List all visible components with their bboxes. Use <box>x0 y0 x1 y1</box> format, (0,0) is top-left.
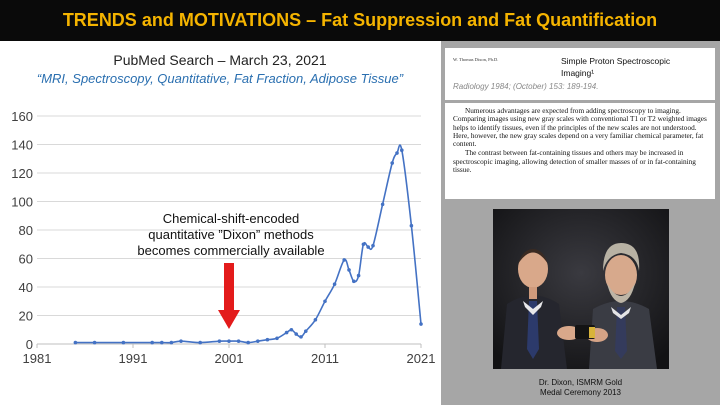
x-tick-label: 2011 <box>311 351 339 366</box>
data-point <box>92 340 97 345</box>
y-tick-label: 160 <box>11 109 33 124</box>
x-tick-label: 1981 <box>23 351 52 366</box>
photo-caption: Dr. Dixon, ISMRM Gold Medal Ceremony 201… <box>441 378 720 398</box>
y-tick-label: 100 <box>11 195 33 210</box>
y-axis-ticks: 0 20 40 60 80 100 120 140 160 <box>11 109 33 352</box>
data-point <box>347 268 351 272</box>
annotation-line: quantitative ”Dixon” methods <box>148 227 314 242</box>
ceremony-photo <box>493 209 669 369</box>
data-point <box>304 329 308 333</box>
data-point <box>395 151 399 155</box>
caption-line: Dr. Dixon, ISMRM Gold <box>538 378 623 387</box>
publications-chart: 0 20 40 60 80 100 120 140 160 1981 1991 2001 2011 20… <box>11 109 436 366</box>
data-point <box>160 340 164 345</box>
slide-title-bar: TRENDS and MOTIVATIONS – Fat Suppression… <box>0 0 720 41</box>
x-axis-ticks: 1981 1991 2001 2011 2021 <box>23 344 436 366</box>
paper-title: Simple Proton Spectroscopic Imaging¹ <box>561 55 711 79</box>
data-point <box>323 299 327 304</box>
data-point <box>332 282 337 286</box>
caption-line: Medal Ceremony 2013 <box>540 388 621 397</box>
data-point <box>361 242 366 247</box>
paper-abstract: Numerous advantages are expected from ad… <box>445 103 715 199</box>
paper-title-line: Simple Proton Spectroscopic <box>561 56 671 66</box>
y-tick-label: 20 <box>19 309 33 324</box>
red-down-arrow <box>218 263 240 329</box>
data-point <box>390 161 395 165</box>
x-tick-label: 2001 <box>215 351 244 366</box>
x-tick-label: 2021 <box>407 351 436 366</box>
data-point <box>217 339 222 343</box>
data-point <box>313 317 318 322</box>
ceremony-photo-illustration <box>493 209 669 369</box>
search-terms: “MRI, Spectroscopy, Quantitative, Fat Fr… <box>36 71 404 86</box>
data-point <box>169 340 174 345</box>
data-point <box>275 336 279 341</box>
data-point <box>284 330 289 335</box>
data-point <box>380 202 385 207</box>
data-point <box>246 340 250 345</box>
annotation-line: Chemical-shift-encoded <box>163 211 300 226</box>
abstract-paragraph: Numerous advantages are expected from ad… <box>453 106 707 149</box>
data-point <box>121 340 126 345</box>
paper-title-line: Imaging¹ <box>561 68 595 78</box>
y-tick-label: 120 <box>11 166 33 181</box>
y-tick-label: 140 <box>11 138 33 153</box>
data-point <box>236 339 241 343</box>
data-point <box>419 322 423 326</box>
y-tick-label: 40 <box>19 280 33 295</box>
search-title: PubMed Search – March 23, 2021 <box>113 52 327 68</box>
data-point <box>409 223 414 228</box>
data-point <box>150 340 154 345</box>
series-points <box>73 148 423 345</box>
slide-title: TRENDS and MOTIVATIONS – Fat Suppression… <box>62 10 658 30</box>
data-point <box>371 243 375 248</box>
data-point <box>356 273 361 278</box>
data-point <box>73 340 78 345</box>
chart-grid <box>37 115 421 345</box>
abstract-paragraph: The contrast between fat-containing tiss… <box>453 148 696 175</box>
data-point <box>366 245 371 249</box>
x-tick-label: 1991 <box>119 351 148 366</box>
annotation: Chemical-shift-encoded quantitative ”Dix… <box>137 211 325 329</box>
data-point <box>265 337 270 342</box>
data-point <box>294 332 299 336</box>
annotation-line: becomes commercially available <box>137 243 324 258</box>
data-point <box>179 339 183 343</box>
y-tick-label: 60 <box>19 252 33 267</box>
data-point <box>289 327 294 332</box>
paper-author: W. Thomas Dixon, Ph.D. <box>453 57 499 62</box>
paper-citation: Radiology 1984; (October) 153: 189-194. <box>453 82 599 91</box>
data-point <box>342 258 347 262</box>
paper-header: W. Thomas Dixon, Ph.D. Simple Proton Spe… <box>445 48 715 100</box>
y-tick-label: 80 <box>19 223 33 238</box>
y-tick-label: 0 <box>26 337 33 352</box>
data-point <box>352 279 356 284</box>
data-point <box>227 339 231 343</box>
data-point <box>400 148 404 152</box>
data-point <box>255 339 260 343</box>
data-point <box>299 335 303 339</box>
data-point <box>198 340 202 345</box>
